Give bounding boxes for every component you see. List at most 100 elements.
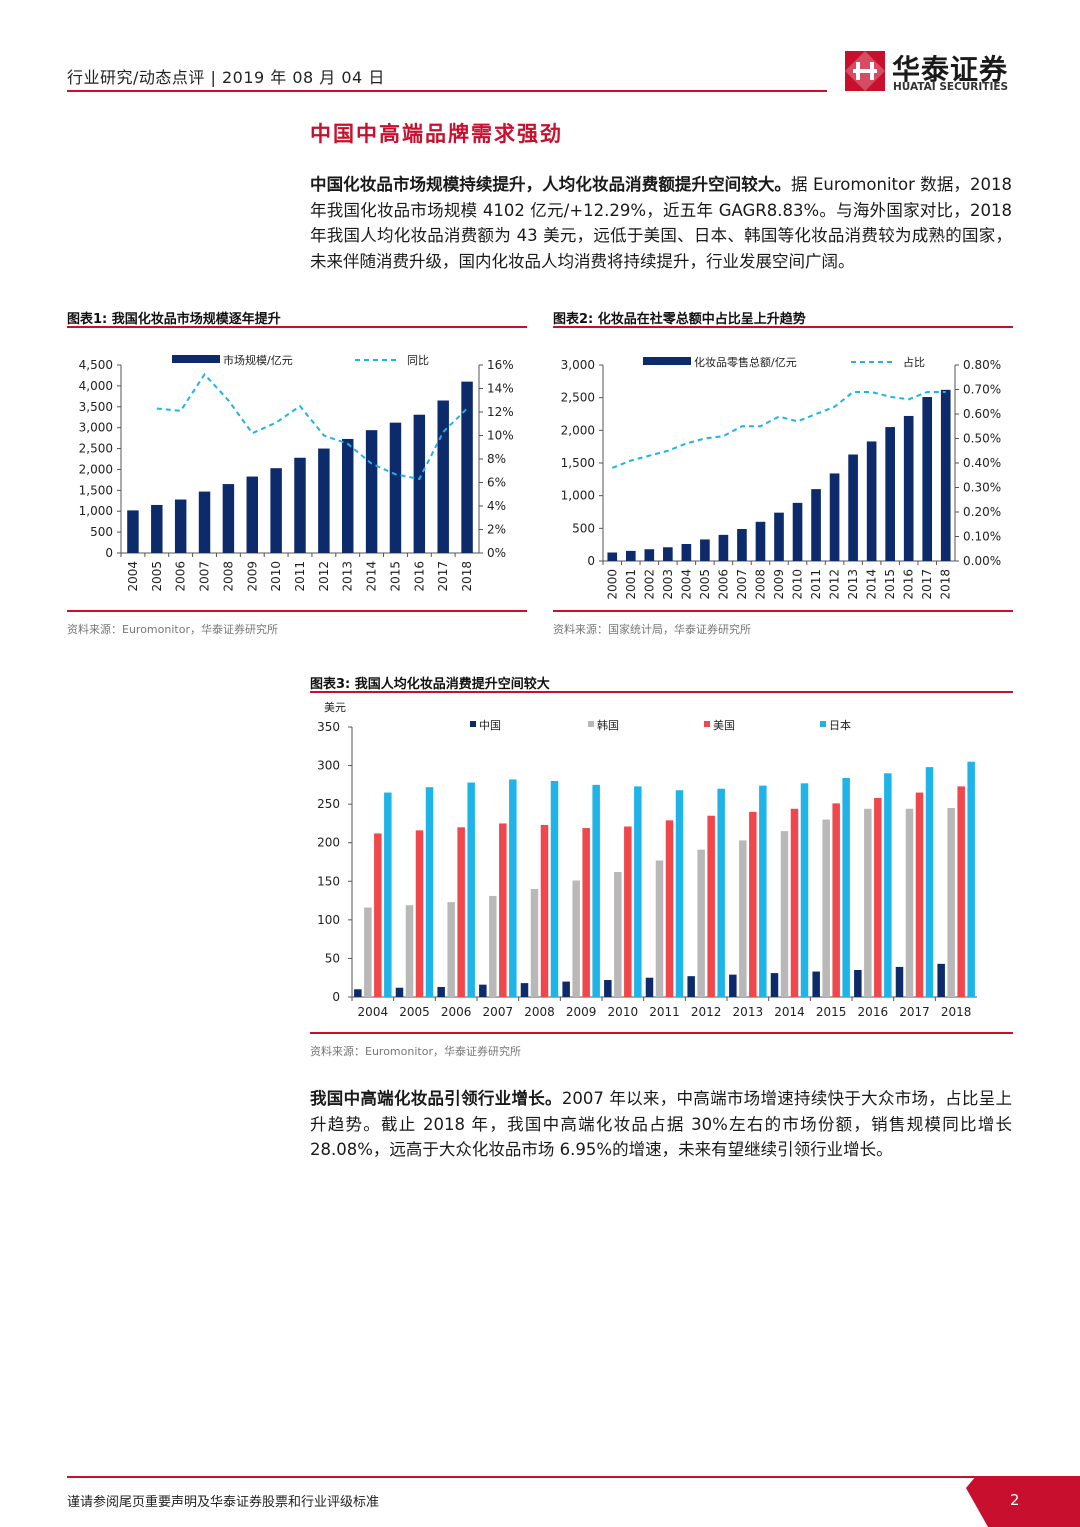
logo-name-cn: 华泰证券 bbox=[892, 53, 1009, 86]
bar bbox=[222, 484, 235, 553]
section-title: 中国中高端品牌需求强劲 bbox=[310, 122, 563, 146]
series-line bbox=[611, 391, 946, 469]
legend-swatch-bar bbox=[172, 355, 220, 363]
bar-1 bbox=[739, 840, 747, 997]
x-tick-label: 2017 bbox=[899, 1005, 930, 1019]
x-tick-label: 2004 bbox=[679, 569, 693, 600]
series-line bbox=[156, 372, 468, 481]
footer-disclaimer: 谨请参阅尾页重要声明及华泰证券股票和行业评级标准 bbox=[67, 1495, 380, 1510]
bar-3 bbox=[634, 786, 642, 997]
x-tick-label: 2008 bbox=[753, 569, 767, 600]
bar-0 bbox=[770, 973, 779, 997]
bar bbox=[903, 415, 914, 561]
bar-2 bbox=[374, 833, 382, 997]
x-tick-label: 2005 bbox=[150, 561, 164, 592]
fig1-top-rule bbox=[67, 326, 527, 328]
paragraph-body: 2007 年以来，中高端市场增速持续快于大众市场，占比呈上升趋势。截止 2018… bbox=[310, 1089, 1012, 1159]
legend-label-bar: 化妆品零售总额/亿元 bbox=[694, 355, 797, 369]
y-tick-label: 500 bbox=[90, 525, 113, 539]
bar-1 bbox=[364, 907, 372, 997]
bar-3 bbox=[509, 779, 517, 997]
bar-3 bbox=[675, 790, 684, 997]
bar-2 bbox=[499, 823, 507, 997]
y-tick-label: 0 bbox=[332, 990, 340, 1004]
bar bbox=[365, 430, 378, 553]
x-tick-label: 2007 bbox=[735, 569, 749, 600]
y-tick-label: 2,500 bbox=[561, 391, 595, 405]
bar-0 bbox=[687, 976, 695, 997]
bar bbox=[681, 544, 692, 561]
x-tick-label: 2009 bbox=[772, 569, 786, 600]
y-tick-label: 1,500 bbox=[561, 456, 595, 470]
y-tick-label: 2,500 bbox=[79, 442, 113, 456]
fig2-bottom-rule bbox=[553, 610, 1013, 612]
bar bbox=[270, 468, 282, 553]
fig1-title: 图表1: 我国化妆品市场规模逐年提升 bbox=[67, 312, 281, 327]
bar bbox=[718, 534, 729, 561]
company-logo: 华泰证券 HUATAI SECURITIES bbox=[842, 48, 1017, 98]
bar-1 bbox=[864, 808, 872, 997]
bar-1 bbox=[780, 831, 789, 997]
y-tick-label: 300 bbox=[317, 759, 340, 773]
bar-0 bbox=[729, 974, 737, 997]
bar bbox=[151, 504, 163, 553]
x-tick-label: 2006 bbox=[174, 561, 188, 592]
bar-1 bbox=[530, 889, 539, 997]
y-tick-label: 1,500 bbox=[79, 483, 113, 497]
bar-3 bbox=[800, 783, 809, 997]
y2-tick-label: 0% bbox=[487, 546, 506, 560]
header-breadcrumb: 行业研究/动态点评 | 2019 年 08 月 04 日 bbox=[67, 68, 385, 87]
legend-label-line: 同比 bbox=[407, 354, 429, 367]
bar-2 bbox=[540, 824, 549, 997]
logo-mark-icon bbox=[845, 51, 885, 91]
x-tick-label: 2005 bbox=[399, 1005, 430, 1019]
fig2-top-rule bbox=[553, 326, 1013, 328]
fig3-top-rule bbox=[310, 691, 1013, 693]
bar bbox=[625, 550, 636, 561]
y2-tick-label: 0.10% bbox=[963, 530, 1001, 544]
logo-name-en: HUATAI SECURITIES bbox=[893, 81, 1009, 93]
paragraph-lead: 我国中高端化妆品引领行业增长。 bbox=[310, 1089, 562, 1108]
x-tick-label: 2014 bbox=[365, 561, 379, 592]
paragraph-body: 据 Euromonitor 数据，2018 年我国化妆品市场规模 4102 亿元… bbox=[310, 175, 1012, 271]
y-tick-label: 3,000 bbox=[561, 358, 595, 372]
fig3-title: 图表3: 我国人均化妆品消费提升空间较大 bbox=[310, 677, 550, 692]
y2-tick-label: 0.80% bbox=[963, 358, 1001, 372]
x-tick-label: 2011 bbox=[809, 569, 823, 600]
y2-tick-label: 0.70% bbox=[963, 383, 1001, 397]
legend-swatch bbox=[588, 721, 594, 727]
x-tick-label: 2006 bbox=[441, 1005, 472, 1019]
y-tick-label: 1,000 bbox=[79, 504, 113, 518]
bar bbox=[663, 547, 673, 561]
bar bbox=[246, 476, 258, 553]
legend-swatch bbox=[820, 721, 826, 727]
bar bbox=[829, 473, 840, 561]
bar bbox=[342, 438, 354, 553]
legend-swatch-bar bbox=[643, 357, 691, 365]
bar-3 bbox=[759, 785, 767, 997]
bar-2 bbox=[624, 826, 632, 997]
y-tick-label: 350 bbox=[317, 720, 340, 734]
bar-3 bbox=[842, 777, 850, 997]
y-tick-label: 0 bbox=[587, 554, 595, 568]
bar-2 bbox=[665, 820, 674, 997]
x-tick-label: 2016 bbox=[858, 1005, 889, 1019]
bar-3 bbox=[550, 781, 559, 997]
x-tick-label: 2018 bbox=[460, 561, 474, 592]
y-tick-label: 200 bbox=[317, 836, 340, 850]
x-tick-label: 2018 bbox=[941, 1005, 972, 1019]
bar-0 bbox=[562, 981, 570, 997]
x-tick-label: 2013 bbox=[846, 569, 860, 600]
bar bbox=[437, 400, 449, 553]
bar bbox=[866, 441, 877, 561]
bar bbox=[413, 414, 426, 553]
bar-3 bbox=[467, 782, 475, 997]
y-tick-label: 2,000 bbox=[561, 423, 595, 437]
bar-1 bbox=[905, 808, 914, 997]
x-tick-label: 2006 bbox=[716, 569, 730, 600]
x-tick-label: 2015 bbox=[883, 569, 897, 600]
bar-2 bbox=[874, 797, 882, 997]
bar bbox=[198, 491, 211, 553]
bar-2 bbox=[957, 786, 965, 997]
legend-swatch bbox=[470, 721, 476, 727]
